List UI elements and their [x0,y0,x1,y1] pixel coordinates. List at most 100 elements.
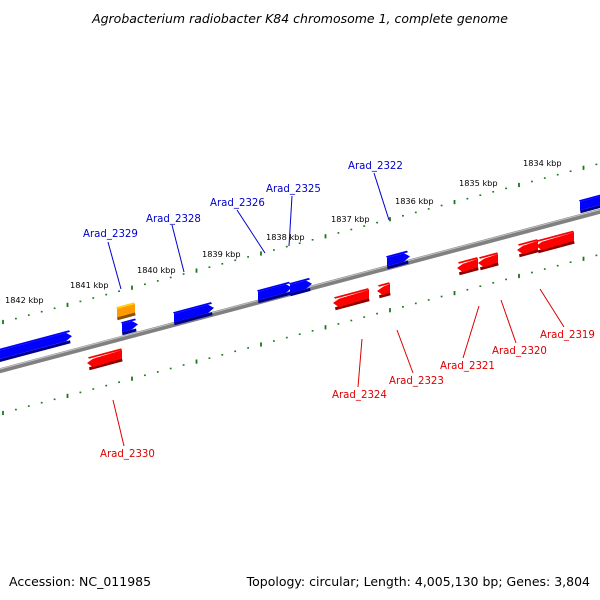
upper-track-minor-tick [169,276,172,279]
lower-track-minor-tick [492,282,495,284]
lower-track-minor-tick [363,316,366,318]
gene-block-arad-2328[interactable] [173,302,214,326]
lower-track-minor-tick [182,364,185,366]
upper-track-minor-tick [505,187,507,190]
lower-track-minor-tick [350,319,353,322]
gene-block-arad-2326[interactable] [257,281,292,304]
kbp-label-1841: 1841 kbp [70,280,109,290]
lower-track-major-tick [2,410,4,416]
gene-block-arad-2325[interactable] [289,277,312,297]
lower-track-major-tick [260,342,262,347]
kbp-label-1838: 1838 kbp [266,232,305,242]
gene-block-arad-2319a[interactable] [517,239,539,258]
lower-track-major-tick [131,376,133,381]
upper-track-major-tick [389,217,391,222]
upper-track-minor-tick [53,307,56,310]
upper-track-minor-tick [337,232,340,234]
upper-track-minor-tick [492,191,495,193]
gene-label-arad-2323[interactable]: Arad_2323 [389,376,444,387]
upper-track-minor-tick [440,204,443,207]
gene-label-arad-2325[interactable]: Arad_2325 [266,184,321,195]
lower-track-minor-tick [144,374,146,377]
lower-track-minor-tick [402,306,404,308]
lower-track-minor-tick [273,340,275,342]
lower-track-minor-tick [105,384,108,387]
lower-track-minor-tick [414,302,417,305]
lower-track-minor-tick [595,254,598,257]
label-leaders [107,172,565,447]
lower-track-minor-tick [311,330,314,332]
lower-track-major-tick [582,256,585,261]
gene-block-arad-2329[interactable] [121,318,138,336]
lower-track-minor-tick [376,312,378,315]
gene-block-right-edge[interactable] [579,194,600,214]
gene-label-arad-2320[interactable]: Arad_2320 [492,346,547,357]
upper-track-minor-tick [556,173,559,176]
gene-block-arad-2322[interactable] [386,250,410,270]
upper-track-major-tick [195,268,198,273]
genome-summary-text: Topology: circular; Length: 4,005,130 bp… [246,574,590,589]
lower-track-minor-tick [479,285,482,287]
upper-track-major-tick [518,182,520,188]
gene-block-arad-2320[interactable] [478,252,499,271]
upper-track-minor-tick [247,256,249,258]
gene-block-arad-2319[interactable] [536,230,575,254]
lower-track-minor-tick [53,398,56,401]
upper-track-minor-tick [182,273,185,275]
accession-text: Accession: NC_011985 [9,574,152,589]
kbp-label-1835: 1835 kbp [459,178,498,188]
lower-track-minor-tick [531,271,533,274]
gene-block-arad-2323[interactable] [377,282,391,299]
kbp-label-1840: 1840 kbp [137,265,176,275]
upper-track-minor-tick [350,228,353,231]
upper-track-major-tick [2,319,4,325]
lower-track-minor-tick [118,381,120,383]
gene-label-arad-2321[interactable]: Arad_2321 [440,361,495,372]
lower-track-minor-tick [543,268,546,270]
gene-label-arad-2326[interactable]: Arad_2326 [210,198,265,209]
gene-block-arad-2321[interactable] [457,257,479,276]
kbp-label-1834: 1834 kbp [523,158,562,168]
upper-track-minor-tick [543,177,546,179]
upper-track-minor-tick [531,180,533,183]
gene-block-left-edge[interactable] [0,330,72,363]
upper-track-major-tick [582,165,585,170]
lower-track-minor-tick [337,323,340,325]
upper-track-minor-tick [273,249,275,251]
upper-track-minor-tick [40,310,43,313]
upper-track-minor-tick [479,194,482,196]
upper-track-minor-tick [363,225,366,227]
gene-block-arad-2324[interactable] [333,288,370,311]
gene-label-arad-2324[interactable]: Arad_2324 [332,390,387,401]
upper-track-major-tick [324,234,327,239]
upper-track-minor-tick [376,221,378,224]
upper-track-minor-tick [595,163,598,166]
lower-track-major-tick [518,273,520,279]
lower-track-minor-tick [15,408,17,411]
lower-track-minor-tick [427,299,430,301]
lower-track-minor-tick [234,350,237,353]
gene-block-arad-2330[interactable] [87,348,123,371]
gene-block-arad-2329-region[interactable] [116,302,136,321]
upper-track-major-tick [131,285,133,290]
lower-track-major-tick [195,359,198,364]
lower-track-major-tick [324,325,327,330]
lower-track-minor-tick [440,295,443,298]
kbp-label-1836: 1836 kbp [395,196,434,206]
lower-track-minor-tick [221,354,224,356]
lower-track-minor-tick [40,401,43,404]
gene-label-arad-2329[interactable]: Arad_2329 [83,229,138,240]
lower-track-minor-tick [92,388,95,390]
lower-track-minor-tick [466,288,469,291]
leader-arad-2325 [288,195,293,247]
upper-track-minor-tick [234,259,237,262]
gene-label-arad-2328[interactable]: Arad_2328 [146,214,201,225]
upper-track-minor-tick [285,245,288,248]
kbp-label-1842: 1842 kbp [5,295,44,305]
gene-label-arad-2322[interactable]: Arad_2322 [348,161,403,172]
lower-track-minor-tick [169,367,172,370]
gene-label-arad-2319[interactable]: Arad_2319 [540,330,595,341]
upper-track-minor-tick [105,293,108,296]
gene-label-arad-2330[interactable]: Arad_2330 [100,449,155,460]
